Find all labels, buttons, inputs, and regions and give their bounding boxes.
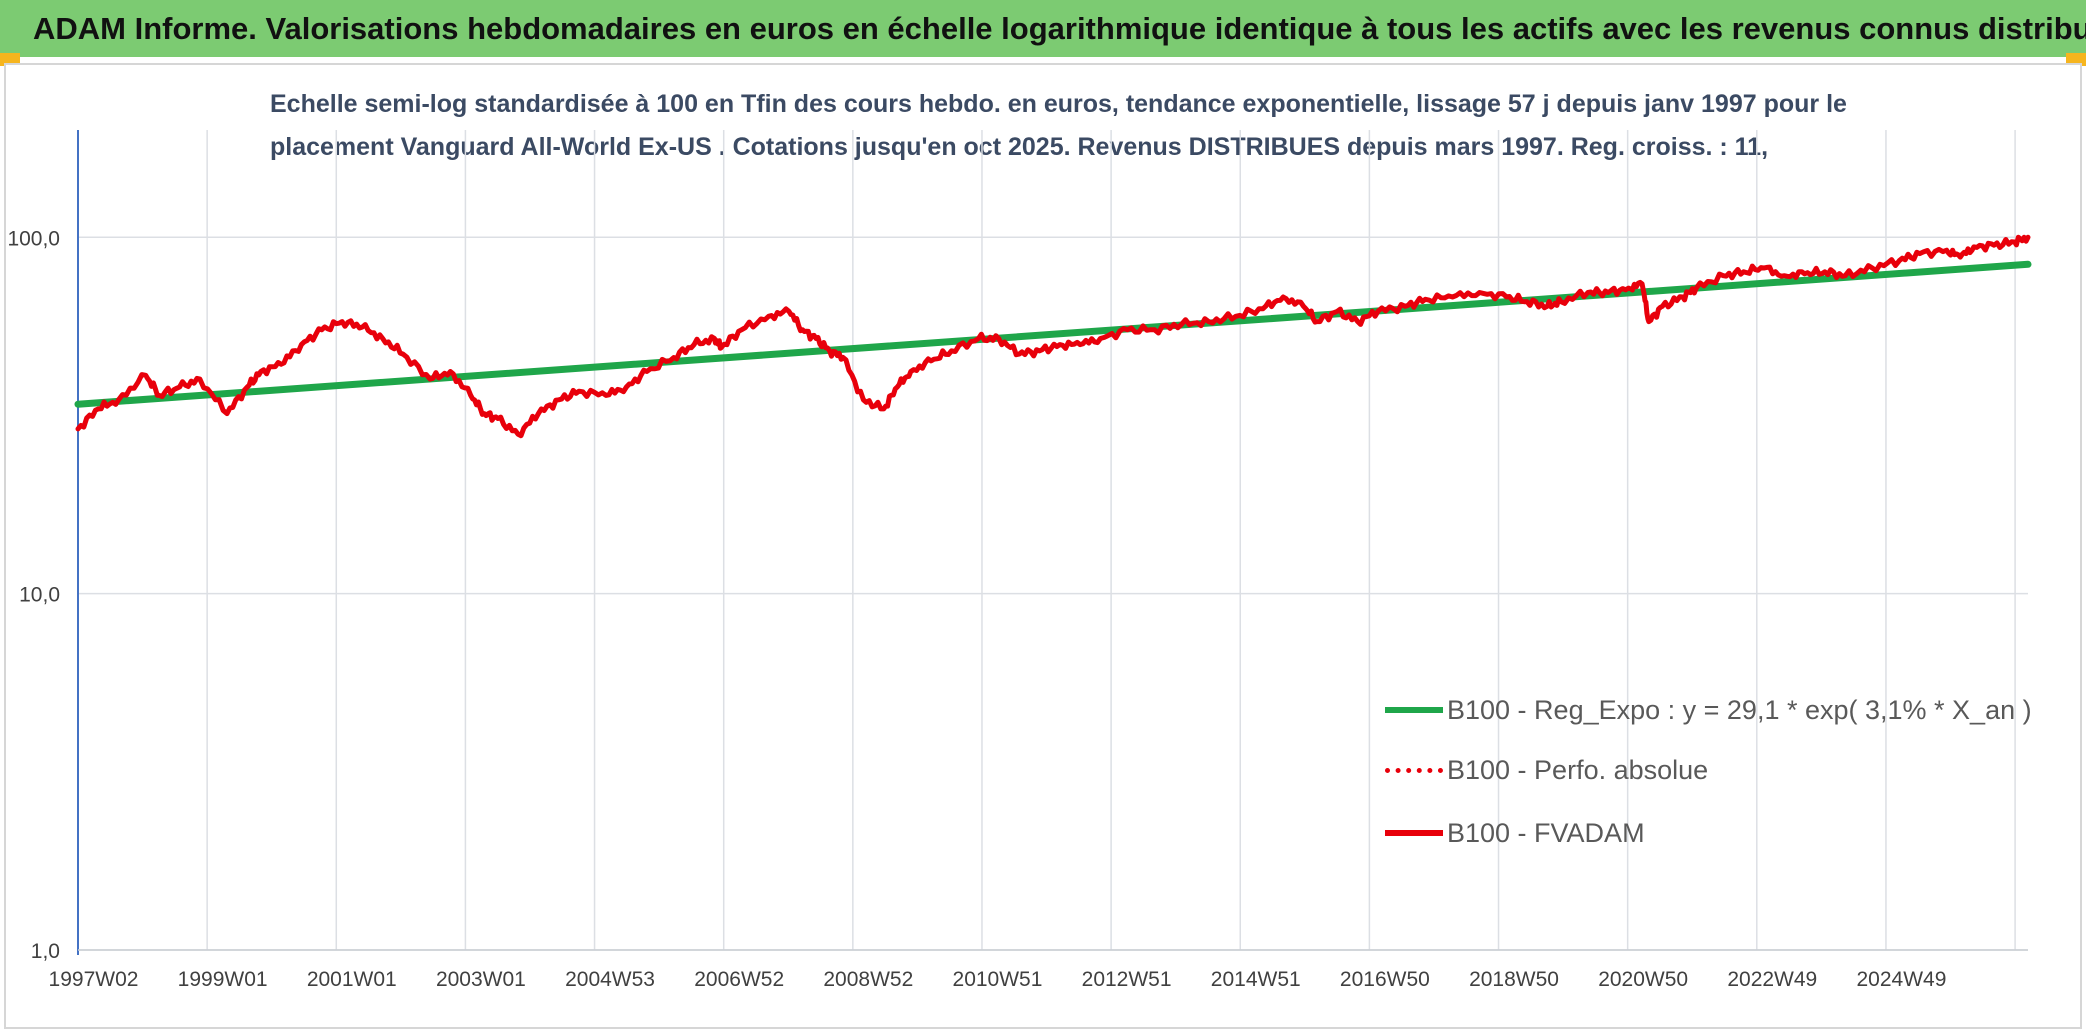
y-tick-label: 100,0 <box>7 227 60 250</box>
x-tick-label: 1997W02 <box>49 968 139 991</box>
x-tick-label: 2003W01 <box>436 968 526 991</box>
legend-swatch-regression <box>1385 707 1443 713</box>
x-tick-label: 2022W49 <box>1727 968 1817 991</box>
grid-lines <box>78 130 2028 951</box>
x-tick-label: 2010W51 <box>953 968 1043 991</box>
x-tick-label: 2014W51 <box>1211 968 1301 991</box>
legend-label-fvadam: B100 - FVADAM <box>1447 817 1645 848</box>
chart-subtitle-line-2: placement Vanguard All-World Ex-US . Cot… <box>270 133 1769 161</box>
corner-marker-right <box>2066 53 2086 66</box>
x-tick-label: 2016W50 <box>1340 968 1430 991</box>
legend-label-regression: B100 - Reg_Expo : y = 29,1 * exp( 3,1% *… <box>1447 694 2032 725</box>
x-tick-label: 2004W53 <box>565 968 655 991</box>
x-tick-label: 2024W49 <box>1856 968 1946 991</box>
x-tick-label: 2012W51 <box>1082 968 1172 991</box>
legend-swatch-fvadam <box>1385 830 1443 836</box>
legend-item-fvadam: B100 - FVADAM <box>1385 815 1645 851</box>
legend-item-perfo-absolue: B100 - Perfo. absolue <box>1385 752 1708 788</box>
chart-frame <box>4 63 2082 1029</box>
chart-subtitle-line-1: Echelle semi-log standardisée à 100 en T… <box>270 90 1847 118</box>
legend-label-perfo-absolue: B100 - Perfo. absolue <box>1447 754 1709 785</box>
legend-swatch-perfo-absolue <box>1385 767 1443 773</box>
corner-marker-left <box>0 53 20 66</box>
report-title: ADAM Informe. Valorisations hebdomadaire… <box>33 10 2086 46</box>
axes: 1997W02 1999W01 2001W01 2003W01 2004W53 2006W… <box>7 130 2028 991</box>
x-tick-label: 2008W52 <box>823 968 913 991</box>
x-tick-label: 2018W50 <box>1469 968 1559 991</box>
x-tick-label: 2006W52 <box>694 968 784 991</box>
legend-item-regression: B100 - Reg_Expo : y = 29,1 * exp( 3,1% *… <box>1385 692 2032 728</box>
y-tick-label: 10,0 <box>19 584 60 607</box>
series-lines <box>74 234 2032 439</box>
y-tick-label: 1,0 <box>31 940 60 963</box>
series-line-fvadam <box>75 234 2031 439</box>
x-tick-label: 2020W50 <box>1598 968 1688 991</box>
x-tick-label: 2001W01 <box>307 968 397 991</box>
x-tick-label: 1999W01 <box>178 968 268 991</box>
report-banner: ADAM Informe. Valorisations hebdomadaire… <box>0 0 2086 57</box>
